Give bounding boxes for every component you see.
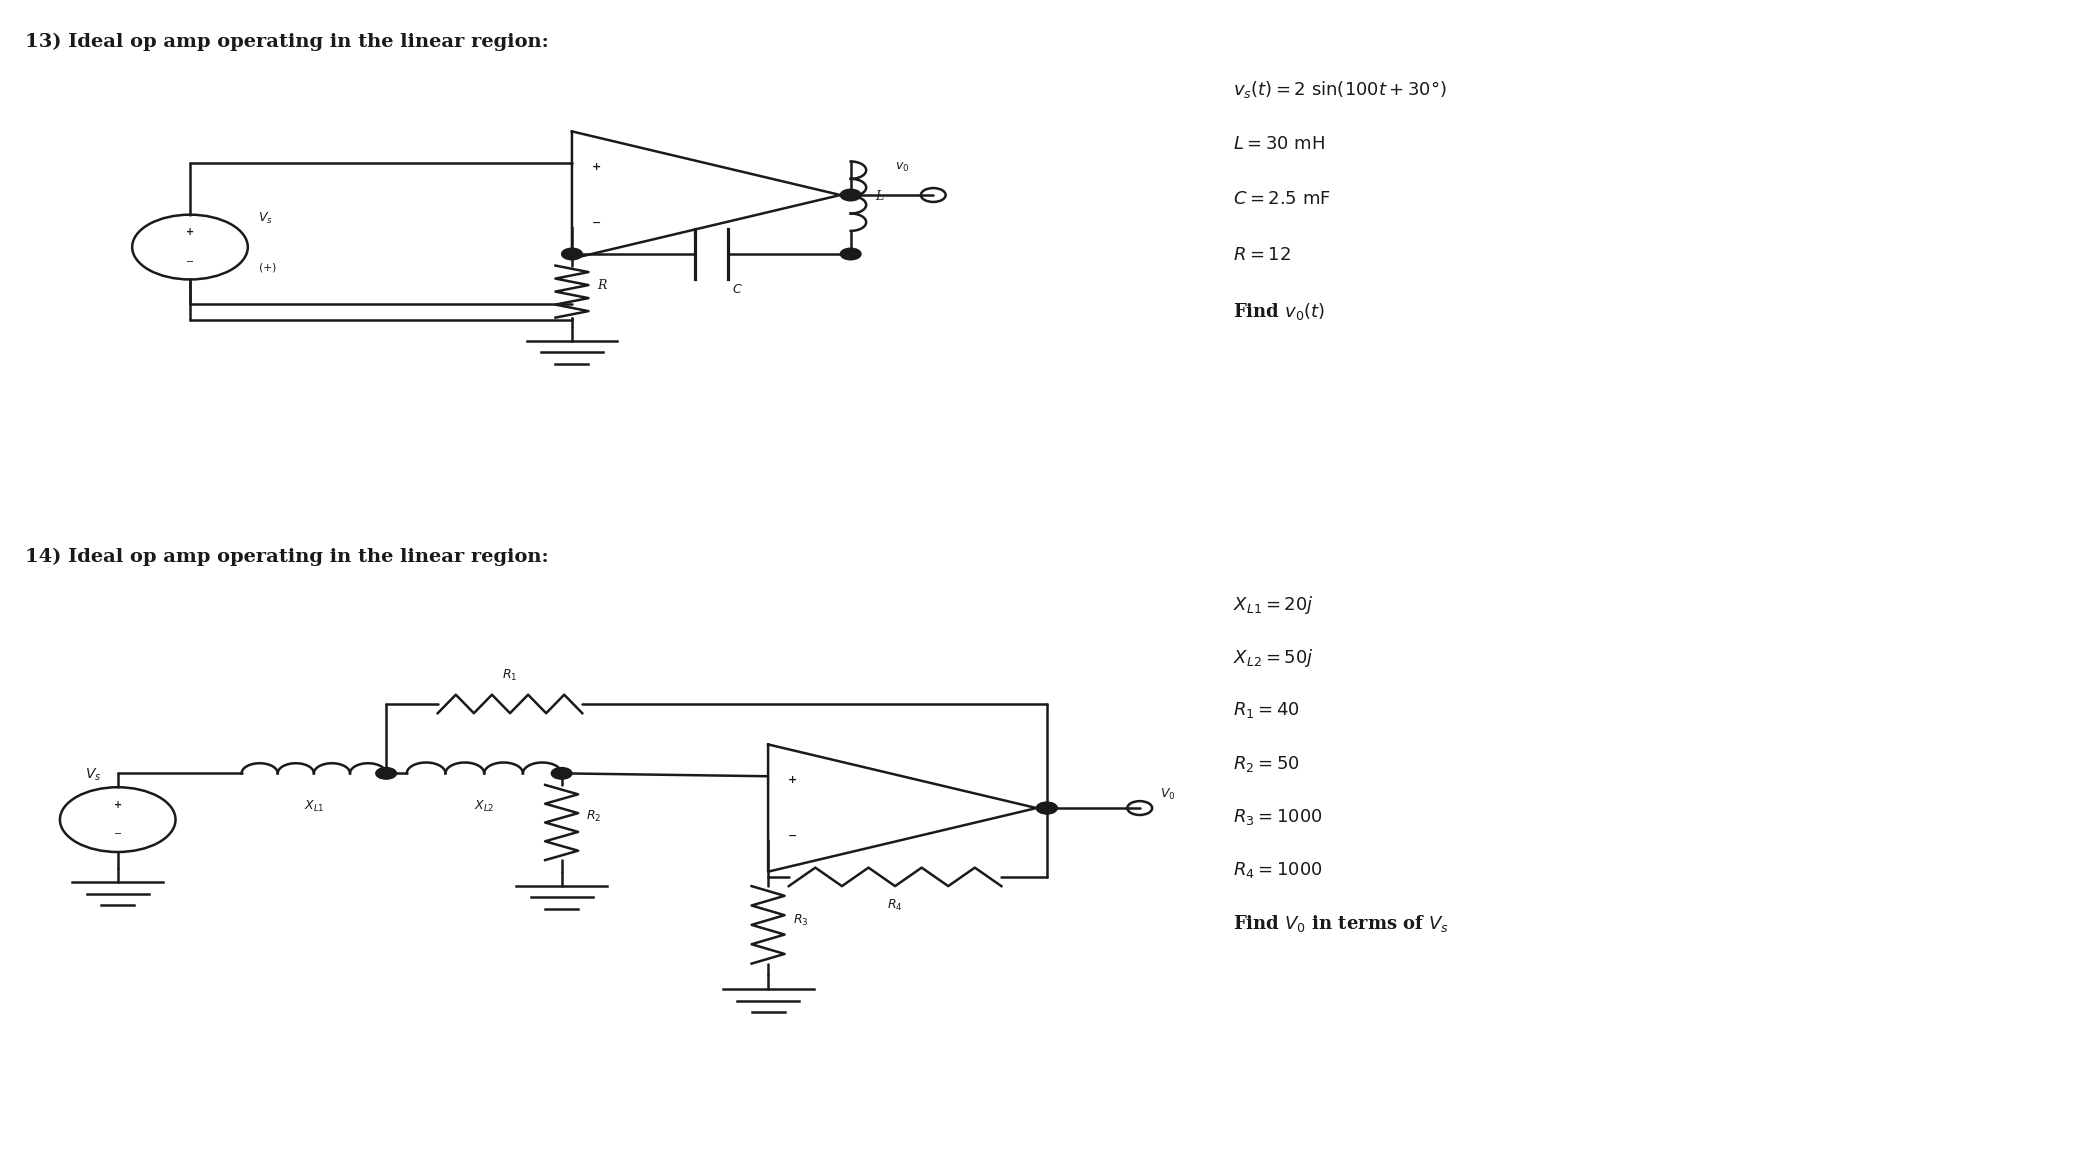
Text: L: L: [875, 190, 883, 203]
Text: $L = 30\ \mathrm{mH}$: $L = 30\ \mathrm{mH}$: [1233, 135, 1325, 153]
Text: $R_4$: $R_4$: [887, 898, 904, 913]
Text: −: −: [187, 256, 195, 267]
Text: −: −: [114, 829, 122, 839]
Text: 13) Ideal op amp operating in the linear region:: 13) Ideal op amp operating in the linear…: [25, 33, 549, 51]
Text: $R_1$: $R_1$: [502, 668, 518, 683]
Text: −: −: [593, 218, 601, 228]
Text: $(+)$: $(+)$: [259, 261, 278, 274]
Text: $C = 2.5\ \mathrm{mF}$: $C = 2.5\ \mathrm{mF}$: [1233, 190, 1331, 209]
Text: $C$: $C$: [732, 283, 742, 296]
Text: $X_{L1}$: $X_{L1}$: [303, 799, 323, 814]
Text: R: R: [597, 280, 605, 292]
Text: $v_0$: $v_0$: [896, 161, 910, 175]
Text: $R_3 = 1000$: $R_3 = 1000$: [1233, 807, 1323, 827]
Text: $R_1 = 40$: $R_1 = 40$: [1233, 700, 1300, 720]
Text: −: −: [788, 831, 798, 841]
Text: Find $v_0(t)$: Find $v_0(t)$: [1233, 302, 1325, 323]
Text: $R = 12$: $R = 12$: [1233, 246, 1291, 264]
Circle shape: [840, 189, 860, 200]
Circle shape: [551, 768, 572, 779]
Text: $R_3$: $R_3$: [792, 912, 808, 927]
Text: $V_s$: $V_s$: [85, 767, 102, 783]
Text: $R_4 = 1000$: $R_4 = 1000$: [1233, 860, 1323, 880]
Text: $V_s$: $V_s$: [259, 211, 274, 226]
Text: $V_0$: $V_0$: [1161, 788, 1175, 803]
Circle shape: [1036, 803, 1057, 814]
Text: $X_{L2}$: $X_{L2}$: [475, 799, 495, 814]
Text: $X_{L1} = 20j$: $X_{L1} = 20j$: [1233, 594, 1314, 616]
Text: +: +: [593, 162, 601, 172]
Text: +: +: [114, 800, 122, 810]
Text: Find $V_0$ in terms of $V_s$: Find $V_0$ in terms of $V_s$: [1233, 913, 1449, 934]
Circle shape: [375, 768, 396, 779]
Text: $v_s(t) = 2\ \mathrm{sin}(100t + 30°)$: $v_s(t) = 2\ \mathrm{sin}(100t + 30°)$: [1233, 79, 1447, 100]
Text: +: +: [187, 227, 195, 238]
Text: $X_{L2} = 50j$: $X_{L2} = 50j$: [1233, 648, 1314, 669]
Text: $R_2$: $R_2$: [587, 810, 601, 825]
Circle shape: [1036, 803, 1057, 814]
Text: $R_2 = 50$: $R_2 = 50$: [1233, 754, 1300, 774]
Text: +: +: [788, 775, 798, 785]
Circle shape: [562, 248, 583, 260]
Circle shape: [840, 248, 860, 260]
Text: 14) Ideal op amp operating in the linear region:: 14) Ideal op amp operating in the linear…: [25, 548, 549, 566]
